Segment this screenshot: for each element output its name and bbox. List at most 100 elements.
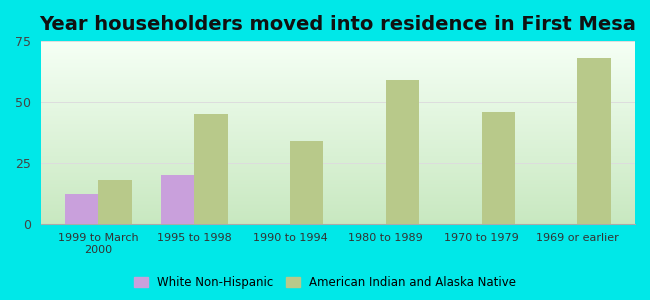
Bar: [41, 145, 635, 146]
Bar: [41, 153, 635, 154]
Bar: [41, 63, 635, 64]
Bar: [41, 92, 635, 93]
Bar: [41, 197, 635, 198]
Bar: [41, 74, 635, 75]
Bar: [41, 180, 635, 181]
Bar: [41, 201, 635, 202]
Bar: [41, 209, 635, 210]
Bar: [41, 177, 635, 178]
Bar: [41, 44, 635, 45]
Bar: [41, 169, 635, 170]
Bar: [290, 141, 324, 224]
Bar: [41, 156, 635, 157]
Bar: [41, 75, 635, 76]
Bar: [41, 71, 635, 72]
Bar: [41, 141, 635, 142]
Bar: [41, 60, 635, 61]
Bar: [41, 108, 635, 109]
Bar: [41, 90, 635, 91]
Bar: [41, 48, 635, 49]
Bar: [41, 194, 635, 195]
Bar: [41, 126, 635, 127]
Bar: [41, 150, 635, 151]
Bar: [41, 193, 635, 194]
Bar: [41, 69, 635, 70]
Bar: [41, 79, 635, 80]
Bar: [41, 49, 635, 50]
Bar: [41, 120, 635, 121]
Bar: [41, 67, 635, 68]
Bar: [41, 210, 635, 211]
Bar: [41, 103, 635, 104]
Title: Year householders moved into residence in First Mesa: Year householders moved into residence i…: [40, 15, 636, 34]
Bar: [41, 76, 635, 77]
Bar: [41, 175, 635, 176]
Bar: [41, 214, 635, 215]
Bar: [41, 185, 635, 186]
Bar: [41, 166, 635, 167]
Bar: [41, 198, 635, 199]
Bar: [41, 213, 635, 214]
Bar: [41, 151, 635, 152]
Bar: [41, 73, 635, 74]
Bar: [41, 190, 635, 191]
Bar: [41, 186, 635, 187]
Bar: [41, 55, 635, 56]
Bar: [41, 174, 635, 175]
Bar: [41, 219, 635, 220]
Bar: [41, 158, 635, 159]
Bar: [41, 102, 635, 103]
Bar: [41, 99, 635, 100]
Bar: [41, 97, 635, 98]
Bar: [41, 72, 635, 73]
Bar: [41, 100, 635, 101]
Bar: [41, 104, 635, 105]
Bar: [41, 51, 635, 52]
Bar: [41, 115, 635, 116]
Bar: [41, 137, 635, 138]
Bar: [41, 179, 635, 180]
Bar: [41, 165, 635, 166]
Bar: [41, 138, 635, 139]
Bar: [41, 107, 635, 108]
Bar: [41, 58, 635, 59]
Bar: [41, 112, 635, 113]
Bar: [41, 192, 635, 193]
Bar: [41, 154, 635, 155]
Bar: [41, 136, 635, 137]
Bar: [41, 81, 635, 82]
Bar: [194, 114, 228, 224]
Bar: [41, 167, 635, 168]
Bar: [41, 101, 635, 102]
Bar: [41, 159, 635, 160]
Bar: [41, 217, 635, 218]
Legend: White Non-Hispanic, American Indian and Alaska Native: White Non-Hispanic, American Indian and …: [129, 272, 521, 294]
Bar: [41, 56, 635, 57]
Bar: [41, 202, 635, 203]
Bar: [41, 119, 635, 120]
Bar: [41, 146, 635, 147]
Bar: [41, 118, 635, 119]
Bar: [41, 100, 635, 101]
Bar: [41, 173, 635, 174]
Bar: [98, 180, 132, 224]
Bar: [41, 52, 635, 53]
Bar: [41, 188, 635, 189]
Bar: [41, 212, 635, 213]
Bar: [41, 80, 635, 81]
Bar: [41, 123, 635, 124]
Bar: [41, 84, 635, 85]
Bar: [41, 42, 635, 43]
Bar: [41, 207, 635, 208]
Bar: [41, 164, 635, 165]
Bar: [41, 147, 635, 148]
Bar: [41, 144, 635, 145]
Bar: [41, 65, 635, 66]
Bar: [41, 189, 635, 190]
Bar: [41, 88, 635, 89]
Bar: [41, 105, 635, 106]
Bar: [482, 112, 515, 224]
Bar: [41, 143, 635, 144]
Bar: [41, 127, 635, 128]
Bar: [41, 135, 635, 136]
